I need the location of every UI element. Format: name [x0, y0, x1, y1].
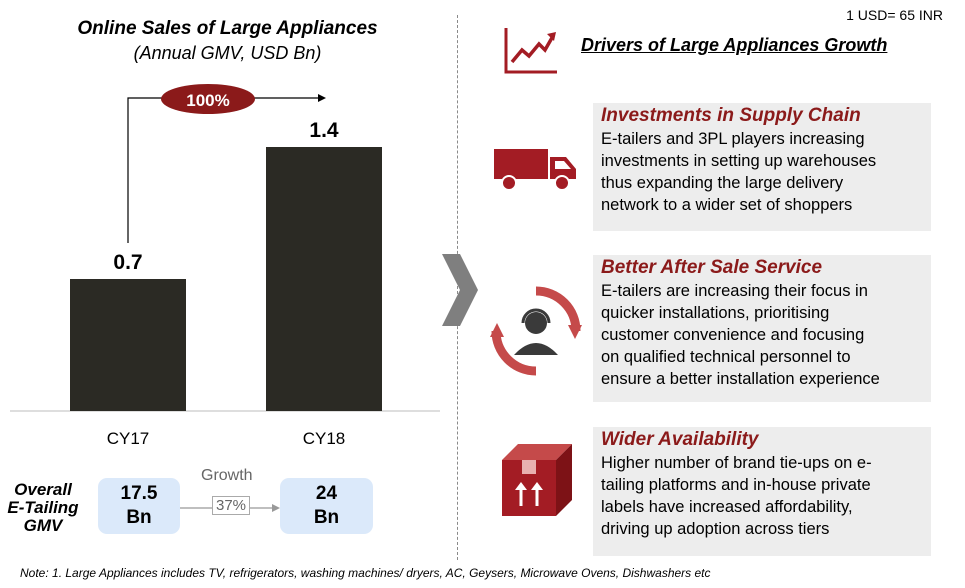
support-agent-icon	[490, 286, 582, 376]
truck-icon	[494, 149, 576, 191]
x-tick-label: CY17	[107, 429, 150, 448]
driver-body: E-tailers are increasing their focus in …	[601, 282, 880, 388]
currency-note: 1 USD= 65 INR	[846, 7, 943, 23]
growth-callout-bubble	[161, 84, 255, 114]
growth-label: Growth	[201, 467, 253, 484]
driver-body: E-tailers and 3PL players increasing inv…	[601, 130, 877, 214]
bar-cy18	[266, 147, 382, 411]
chevron-right-icon	[442, 254, 478, 326]
driver-panel-supply-chain: Investments in Supply Chain E-tailers an…	[593, 103, 931, 231]
driver-title: Better After Sale Service	[601, 257, 823, 278]
growth-chart-icon	[504, 28, 557, 74]
footnote: Note: 1. Large Appliances includes TV, r…	[20, 566, 711, 580]
bar-value-label: 1.4	[309, 119, 339, 142]
driver-body: Higher number of brand tie-ups on e- tai…	[601, 454, 872, 538]
x-tick-label: CY18	[303, 429, 346, 448]
growth-arrow-head	[318, 94, 326, 102]
overall-gmv-label: Overall E-Tailing GMV	[7, 480, 79, 535]
section-divider	[457, 15, 458, 560]
bar-chart: 0.7 CY17 1.4 CY18 100%	[10, 84, 440, 448]
gmv-to-box: 24 Bn	[280, 478, 373, 534]
growth-callout: 100%	[186, 91, 229, 110]
driver-title: Investments in Supply Chain	[601, 105, 861, 126]
growth-value: 37%	[212, 496, 251, 515]
driver-panel-availability: Wider Availability Higher number of bran…	[593, 427, 931, 556]
chart-subtitle: (Annual GMV, USD Bn)	[133, 43, 322, 63]
gmv-from-box: 17.5 Bn	[98, 478, 180, 534]
chart-title: Online Sales of Large Appliances	[77, 18, 378, 39]
driver-title: Wider Availability	[601, 429, 759, 450]
bar-value-label: 0.7	[113, 251, 142, 274]
bar-cy17	[70, 279, 186, 411]
drivers-title: Drivers of Large Appliances Growth	[581, 35, 888, 55]
driver-panel-after-sale: Better After Sale Service E-tailers are …	[593, 255, 931, 402]
package-icon	[502, 444, 572, 516]
